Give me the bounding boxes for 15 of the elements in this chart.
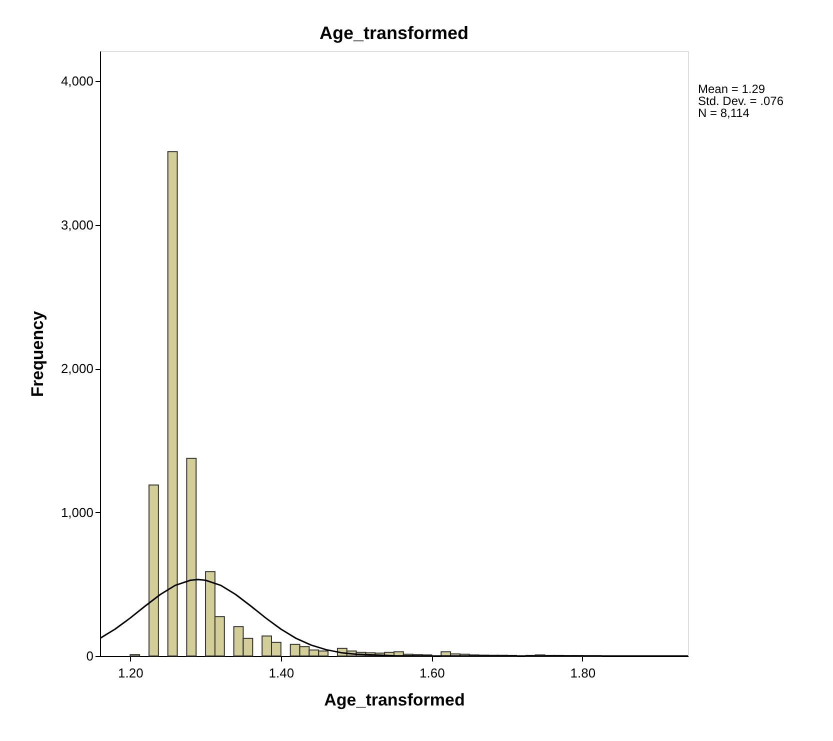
y-tick-label: 4,000 (60, 74, 94, 89)
x-tick-label: 1.60 (420, 666, 445, 680)
y-tick-label: 3,000 (60, 217, 94, 232)
text: N = 8,114 (698, 106, 750, 120)
y-axis-title: Frequency (28, 310, 47, 397)
y-tick-label: 1,000 (60, 504, 94, 520)
x-tick-label: 1.40 (268, 666, 294, 680)
chart-title: Age_transformed (319, 23, 469, 43)
text: Mean = 1.29 (698, 82, 766, 96)
y-tick-label: 0 (86, 648, 94, 664)
text: Std. Dev. = .076 (698, 94, 784, 108)
x-axis-title: Age_transformed (324, 690, 465, 710)
y-tick-label: 2,000 (60, 361, 94, 376)
x-tick-label: 1.20 (118, 666, 144, 680)
x-tick-label: 1.80 (570, 666, 596, 680)
